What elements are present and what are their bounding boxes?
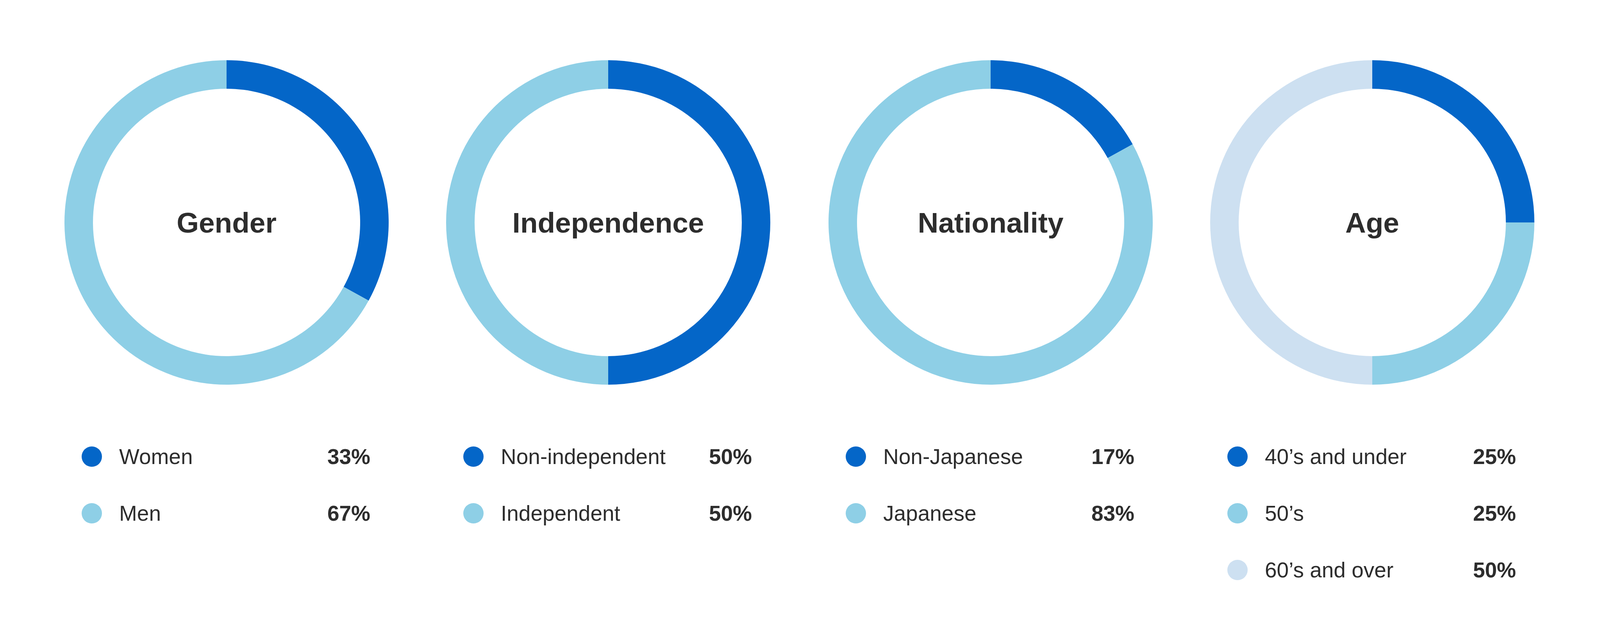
legend-label: Independent	[500, 500, 621, 525]
legend-value: 67%	[327, 500, 371, 525]
legend-item: Men 67%	[81, 500, 371, 525]
slice	[828, 60, 1153, 385]
legend-item: 40’s and under 25%	[1227, 444, 1517, 469]
legend-item: Women 33%	[81, 444, 371, 469]
legend-item: 60’s and over 50%	[1227, 557, 1517, 582]
legend-swatch	[845, 502, 867, 524]
legend-value: 50%	[1473, 557, 1517, 582]
slice	[226, 60, 389, 301]
chart-title: Gender	[176, 206, 277, 239]
legend: Non-Japanese 17% Japanese 83%	[845, 444, 1135, 525]
legend-item: Japanese 83%	[845, 500, 1135, 525]
slices	[1210, 60, 1535, 385]
legend-label: Men	[119, 500, 161, 525]
donut-chart: Age 40’s and under 25% 50’s 25% 60’s and over…	[1210, 60, 1535, 582]
chart-title: Independence	[512, 206, 705, 239]
legend-swatch	[1227, 446, 1248, 467]
slices	[64, 60, 389, 385]
chart-title: Age	[1345, 206, 1400, 239]
legend-label: Women	[119, 444, 193, 469]
legend-item: Independent 50%	[463, 500, 752, 525]
donut-chart: IndependenceNon-independent50%Independen…	[446, 60, 771, 525]
slice	[1372, 222, 1535, 385]
legend-label: 40’s and under	[1264, 444, 1407, 469]
legend-label: Non-independent	[500, 444, 666, 469]
legend-item: Non-independent 50%	[463, 444, 752, 469]
donut-chart: Nationality Non-Japanese 17% Japanese 83%	[828, 60, 1153, 525]
donut-chart: Gender Women 33% Men 67%	[64, 60, 389, 525]
legend-value: 50%	[708, 444, 752, 469]
slice	[64, 60, 369, 385]
slice	[1372, 60, 1535, 223]
legend-value: 50%	[708, 500, 752, 525]
legend-label: Japanese	[883, 500, 977, 525]
legend-label: Non-Japanese	[883, 444, 1024, 469]
slice	[990, 60, 1133, 158]
legend-swatch	[81, 446, 102, 467]
legend: Women 33% Men 67%	[81, 444, 371, 525]
legend-swatch	[81, 502, 102, 524]
chart-canvas: Gender Women 33% Men 67% Independence Non-inde…	[0, 0, 1600, 638]
legend-swatch	[463, 446, 484, 467]
legend: Non-independent 50% Independent 50%	[463, 444, 752, 525]
legend-value: 17%	[1091, 444, 1135, 469]
legend-value: 83%	[1091, 500, 1135, 525]
legend-label: 60’s and over	[1264, 557, 1394, 582]
legend-swatch	[1227, 559, 1248, 580]
slices	[446, 60, 771, 385]
legend-value: 25%	[1473, 444, 1517, 469]
legend-swatch	[845, 446, 867, 467]
legend-value: 25%	[1473, 500, 1517, 525]
legend-value: 33%	[327, 444, 371, 469]
legend: 40’s and under 25% 50’s 25% 60’s and over 50%	[1227, 444, 1517, 582]
legend-item: 50’s 25%	[1227, 500, 1517, 525]
legend-swatch	[1227, 502, 1248, 524]
legend-label: 50’s	[1264, 500, 1304, 525]
chart-title: Nationality	[917, 206, 1064, 239]
slices	[828, 60, 1153, 385]
legend-item: Non-Japanese 17%	[845, 444, 1135, 469]
legend-swatch	[463, 502, 484, 524]
